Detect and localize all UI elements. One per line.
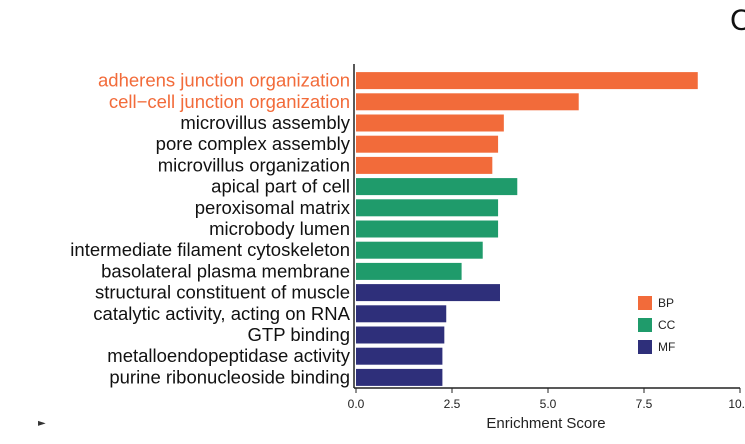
bar (356, 114, 504, 132)
x-tick-label: 2.5 (444, 397, 461, 411)
category-label: structural constituent of muscle (95, 282, 350, 303)
category-label: catalytic activity, acting on RNA (93, 303, 350, 324)
panel-letter: C (730, 4, 745, 37)
category-label: microvillus assembly (180, 112, 350, 133)
legend-label: CC (658, 318, 676, 332)
category-label: basolateral plasma membrane (101, 260, 350, 281)
x-tick-label: 5.0 (540, 397, 557, 411)
bar (356, 347, 443, 365)
bar (356, 135, 499, 153)
bar (356, 262, 462, 280)
corner-arrow-mark: ► (38, 418, 46, 429)
bar (356, 305, 447, 323)
legend-swatch (638, 296, 652, 310)
x-axis-title: Enrichment Score (486, 415, 605, 432)
category-label: microvillus organization (158, 154, 350, 175)
category-label: cell−cell junction organization (109, 91, 350, 112)
bar-series (356, 72, 698, 386)
bar (356, 241, 483, 259)
legend: BP CC MF (638, 296, 676, 354)
category-label: peroxisomal matrix (195, 197, 351, 218)
bar (356, 72, 698, 90)
bar (356, 368, 443, 386)
x-axis-ticks: 0.0 2.5 5.0 7.5 10.0 (348, 388, 745, 411)
category-label: microbody lumen (209, 218, 350, 239)
category-label: apical part of cell (211, 176, 350, 197)
category-label: adherens junction organization (98, 70, 350, 91)
bar (356, 199, 499, 217)
legend-swatch (638, 318, 652, 332)
bar (356, 93, 579, 111)
category-label: metalloendopeptidase activity (107, 345, 350, 366)
category-label: pore complex assembly (156, 133, 351, 154)
bar (356, 156, 493, 174)
category-labels: adherens junction organizationcell−cell … (70, 70, 350, 388)
category-label: GTP binding (248, 324, 351, 345)
bar (356, 220, 499, 238)
bar (356, 178, 518, 196)
category-label: intermediate filament cytoskeleton (70, 239, 350, 260)
bar (356, 284, 500, 302)
legend-label: MF (658, 340, 675, 354)
x-tick-label: 0.0 (348, 397, 365, 411)
legend-swatch (638, 340, 652, 354)
x-tick-label: 7.5 (636, 397, 653, 411)
bar (356, 326, 445, 344)
x-tick-label: 10.0 (728, 397, 745, 411)
legend-label: BP (658, 296, 674, 310)
category-label: purine ribonucleoside binding (109, 366, 350, 387)
